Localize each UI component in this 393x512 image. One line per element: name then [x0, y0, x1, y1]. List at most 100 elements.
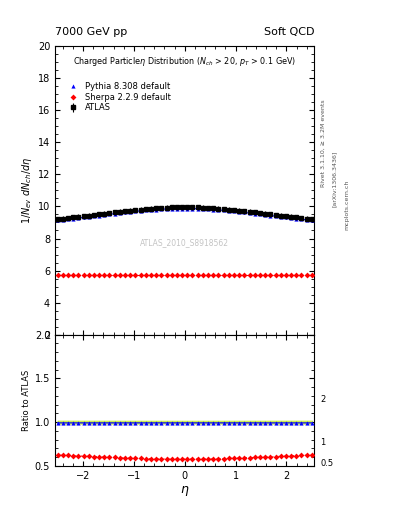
- Pythia 8.308 default: [143, 207, 148, 214]
- Sherpa 2.2.9 default: [154, 271, 158, 278]
- Pythia 8.308 default: [66, 216, 70, 222]
- Sherpa 2.2.9 default: [221, 271, 226, 278]
- Pythia 8.308 default: [299, 216, 304, 222]
- Sherpa 2.2.9 default: [200, 271, 205, 278]
- Pythia 8.308 default: [174, 205, 179, 211]
- Text: mcplots.cern.ch: mcplots.cern.ch: [344, 180, 349, 230]
- Pythia 8.308 default: [273, 213, 278, 219]
- Pythia 8.308 default: [247, 210, 252, 216]
- Sherpa 2.2.9 default: [149, 271, 153, 278]
- Pythia 8.308 default: [180, 205, 184, 211]
- Pythia 8.308 default: [149, 207, 153, 213]
- Text: 2: 2: [320, 395, 325, 404]
- Sherpa 2.2.9 default: [206, 271, 210, 278]
- Pythia 8.308 default: [92, 213, 96, 219]
- Sherpa 2.2.9 default: [226, 271, 231, 278]
- Pythia 8.308 default: [164, 206, 169, 212]
- Pythia 8.308 default: [86, 214, 91, 220]
- Sherpa 2.2.9 default: [102, 271, 107, 278]
- Sherpa 2.2.9 default: [231, 271, 236, 278]
- Text: Rivet 3.1.10, ≥ 3.2M events: Rivet 3.1.10, ≥ 3.2M events: [320, 99, 325, 187]
- Sherpa 2.2.9 default: [310, 271, 314, 278]
- Text: 0.5: 0.5: [320, 459, 333, 468]
- Pythia 8.308 default: [55, 218, 60, 224]
- Sherpa 2.2.9 default: [61, 271, 65, 278]
- Pythia 8.308 default: [284, 215, 288, 221]
- Pythia 8.308 default: [252, 210, 257, 217]
- Sherpa 2.2.9 default: [289, 271, 294, 278]
- Text: ATLAS_2010_S8918562: ATLAS_2010_S8918562: [140, 238, 229, 247]
- Pythia 8.308 default: [278, 214, 283, 220]
- Pythia 8.308 default: [81, 215, 86, 221]
- Sherpa 2.2.9 default: [284, 271, 288, 278]
- Pythia 8.308 default: [195, 206, 200, 212]
- Pythia 8.308 default: [263, 212, 268, 218]
- Pythia 8.308 default: [242, 209, 247, 216]
- Sherpa 2.2.9 default: [174, 271, 179, 278]
- Sherpa 2.2.9 default: [237, 271, 242, 278]
- Pythia 8.308 default: [97, 212, 101, 219]
- Text: 1: 1: [320, 438, 325, 447]
- Sherpa 2.2.9 default: [86, 271, 91, 278]
- Pythia 8.308 default: [289, 215, 294, 221]
- Sherpa 2.2.9 default: [294, 271, 299, 278]
- Sherpa 2.2.9 default: [273, 271, 278, 278]
- Sherpa 2.2.9 default: [180, 271, 184, 278]
- Pythia 8.308 default: [118, 210, 122, 216]
- Sherpa 2.2.9 default: [66, 271, 70, 278]
- Pythia 8.308 default: [133, 208, 138, 215]
- Sherpa 2.2.9 default: [55, 271, 60, 278]
- Pythia 8.308 default: [107, 211, 112, 218]
- Sherpa 2.2.9 default: [257, 271, 262, 278]
- Sherpa 2.2.9 default: [112, 271, 117, 278]
- Pythia 8.308 default: [102, 212, 107, 218]
- Sherpa 2.2.9 default: [247, 271, 252, 278]
- Pythia 8.308 default: [310, 218, 314, 224]
- Pythia 8.308 default: [211, 206, 216, 212]
- Pythia 8.308 default: [128, 209, 132, 215]
- Pythia 8.308 default: [257, 211, 262, 218]
- Pythia 8.308 default: [216, 207, 221, 213]
- Pythia 8.308 default: [200, 206, 205, 212]
- Sherpa 2.2.9 default: [304, 271, 309, 278]
- Pythia 8.308 default: [159, 206, 164, 212]
- Pythia 8.308 default: [221, 207, 226, 214]
- Pythia 8.308 default: [231, 208, 236, 215]
- Sherpa 2.2.9 default: [211, 271, 216, 278]
- Sherpa 2.2.9 default: [123, 271, 127, 278]
- Sherpa 2.2.9 default: [169, 271, 174, 278]
- Sherpa 2.2.9 default: [107, 271, 112, 278]
- Sherpa 2.2.9 default: [185, 271, 190, 278]
- Sherpa 2.2.9 default: [252, 271, 257, 278]
- Legend: Pythia 8.308 default, Sherpa 2.2.9 default, ATLAS: Pythia 8.308 default, Sherpa 2.2.9 defau…: [64, 82, 171, 112]
- Sherpa 2.2.9 default: [133, 271, 138, 278]
- Sherpa 2.2.9 default: [159, 271, 164, 278]
- Pythia 8.308 default: [154, 206, 158, 212]
- Pythia 8.308 default: [294, 216, 299, 222]
- Pythia 8.308 default: [268, 212, 273, 219]
- Pythia 8.308 default: [169, 206, 174, 212]
- Sherpa 2.2.9 default: [76, 271, 81, 278]
- Pythia 8.308 default: [237, 209, 242, 215]
- Text: Soft QCD: Soft QCD: [264, 28, 314, 37]
- Sherpa 2.2.9 default: [97, 271, 101, 278]
- Sherpa 2.2.9 default: [190, 271, 195, 278]
- Sherpa 2.2.9 default: [143, 271, 148, 278]
- Pythia 8.308 default: [138, 208, 143, 214]
- Pythia 8.308 default: [206, 206, 210, 212]
- Pythia 8.308 default: [190, 205, 195, 211]
- Text: [arXiv:1306.3436]: [arXiv:1306.3436]: [332, 151, 337, 207]
- Text: Charged Particle$\eta$ Distribution ($N_{ch}$ > 20, $p_{T}$ > 0.1 GeV): Charged Particle$\eta$ Distribution ($N_…: [73, 55, 296, 68]
- Line: Pythia 8.308 default: Pythia 8.308 default: [55, 206, 314, 223]
- Sherpa 2.2.9 default: [263, 271, 268, 278]
- Pythia 8.308 default: [185, 205, 190, 211]
- Sherpa 2.2.9 default: [195, 271, 200, 278]
- Sherpa 2.2.9 default: [128, 271, 132, 278]
- Sherpa 2.2.9 default: [164, 271, 169, 278]
- Sherpa 2.2.9 default: [118, 271, 122, 278]
- Line: Sherpa 2.2.9 default: Sherpa 2.2.9 default: [55, 272, 314, 276]
- Pythia 8.308 default: [61, 217, 65, 223]
- Sherpa 2.2.9 default: [278, 271, 283, 278]
- Sherpa 2.2.9 default: [81, 271, 86, 278]
- Y-axis label: Ratio to ATLAS: Ratio to ATLAS: [22, 370, 31, 431]
